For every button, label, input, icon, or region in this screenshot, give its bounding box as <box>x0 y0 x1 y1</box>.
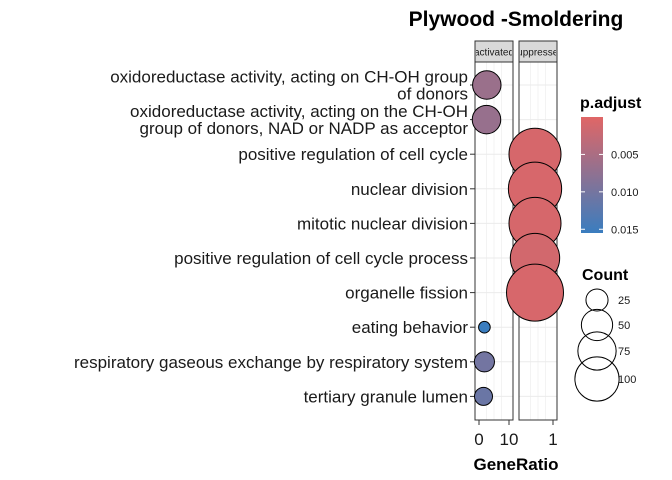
size-legend-circle <box>585 288 609 312</box>
term-label: oxidoreductase activity, acting on CH-OH… <box>110 68 468 87</box>
color-legend: p.adjust 0.005 0.010 0.015 <box>580 95 642 236</box>
size-legend-label: 25 <box>618 295 630 307</box>
term-label: organelle fission <box>345 284 468 303</box>
color-legend-label: 0.005 <box>611 149 639 161</box>
panel-border <box>474 61 514 421</box>
chart-title: Plywood -Smoldering <box>409 8 624 31</box>
term-label: tertiary granule lumen <box>304 387 468 406</box>
data-point <box>473 351 495 373</box>
facet-strip-label: suppressed <box>512 48 564 59</box>
term-label: positive regulation of cell cycle <box>238 145 468 164</box>
data-point <box>478 320 491 334</box>
data-points <box>471 70 564 406</box>
x-tick-label: 0 <box>474 430 483 449</box>
size-legend: Count 25 50 75 100 <box>574 267 636 402</box>
x-tick-label: 1 <box>548 430 557 449</box>
size-legend-label: 100 <box>618 374 636 386</box>
size-legend-title: Count <box>582 267 629 284</box>
term-labels: oxidoreductase activity, acting on CH-OH… <box>74 68 475 406</box>
term-label: of donors <box>397 85 468 104</box>
color-legend-title: p.adjust <box>580 95 642 112</box>
color-legend-gradient <box>581 117 603 233</box>
size-legend-circle <box>580 308 614 342</box>
data-point <box>471 104 502 135</box>
term-label: eating behavior <box>352 318 469 337</box>
facet-strip-label: activated <box>474 48 514 59</box>
term-label: positive regulation of cell cycle proces… <box>174 249 468 268</box>
data-point <box>506 263 564 322</box>
term-label: respiratory gaseous exchange by respirat… <box>74 353 468 372</box>
x-axis: 0 10 1 <box>474 420 558 449</box>
color-legend-label: 0.015 <box>611 224 639 236</box>
term-label: nuclear division <box>351 180 468 199</box>
size-legend-label: 75 <box>618 346 630 358</box>
data-point <box>473 386 494 406</box>
x-tick-label: 10 <box>500 430 519 449</box>
term-label: mitotic nuclear division <box>297 214 468 233</box>
size-legend-circle <box>574 356 620 402</box>
term-label: group of donors, NAD or NADP as acceptor <box>139 119 468 138</box>
data-point <box>472 70 502 100</box>
x-axis-label: GeneRatio <box>473 455 558 474</box>
term-label: oxidoreductase activity, acting on the C… <box>130 102 468 121</box>
size-legend-circle <box>577 331 617 371</box>
size-legend-label: 50 <box>618 320 630 332</box>
color-legend-label: 0.010 <box>611 187 639 199</box>
